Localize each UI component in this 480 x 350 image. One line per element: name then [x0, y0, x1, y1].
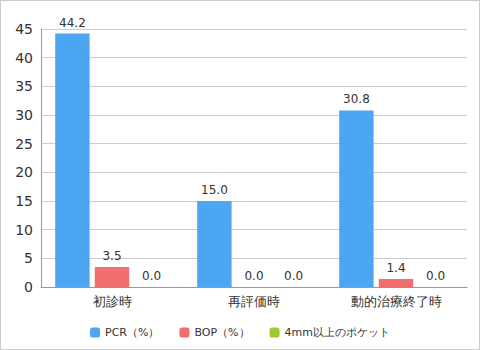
- svg-text:0.0: 0.0: [284, 269, 303, 283]
- svg-text:15: 15: [15, 193, 33, 209]
- svg-text:15.0: 15.0: [201, 183, 228, 197]
- svg-text:PCR（%）: PCR（%）: [105, 326, 159, 339]
- svg-text:40: 40: [15, 50, 33, 66]
- svg-text:3.5: 3.5: [102, 249, 121, 263]
- svg-text:動的治療終了時: 動的治療終了時: [351, 294, 442, 309]
- svg-text:30.8: 30.8: [343, 92, 370, 106]
- svg-text:35: 35: [15, 78, 33, 94]
- svg-text:BOP（%）: BOP（%）: [194, 326, 249, 339]
- svg-text:5: 5: [24, 250, 33, 266]
- svg-text:44.2: 44.2: [59, 16, 86, 30]
- svg-text:0.0: 0.0: [244, 269, 263, 283]
- svg-text:再評価時: 再評価時: [228, 294, 280, 309]
- svg-text:25: 25: [15, 136, 33, 152]
- svg-text:20: 20: [15, 164, 33, 180]
- svg-text:0: 0: [24, 279, 33, 295]
- svg-text:1.4: 1.4: [386, 261, 405, 275]
- svg-text:4mm以上のポケット: 4mm以上のポケット: [285, 326, 390, 339]
- svg-text:0.0: 0.0: [142, 269, 161, 283]
- svg-text:0.0: 0.0: [426, 269, 445, 283]
- svg-text:初診時: 初診時: [93, 294, 132, 309]
- svg-text:10: 10: [15, 222, 33, 238]
- svg-text:30: 30: [15, 107, 33, 123]
- svg-text:45: 45: [15, 21, 33, 37]
